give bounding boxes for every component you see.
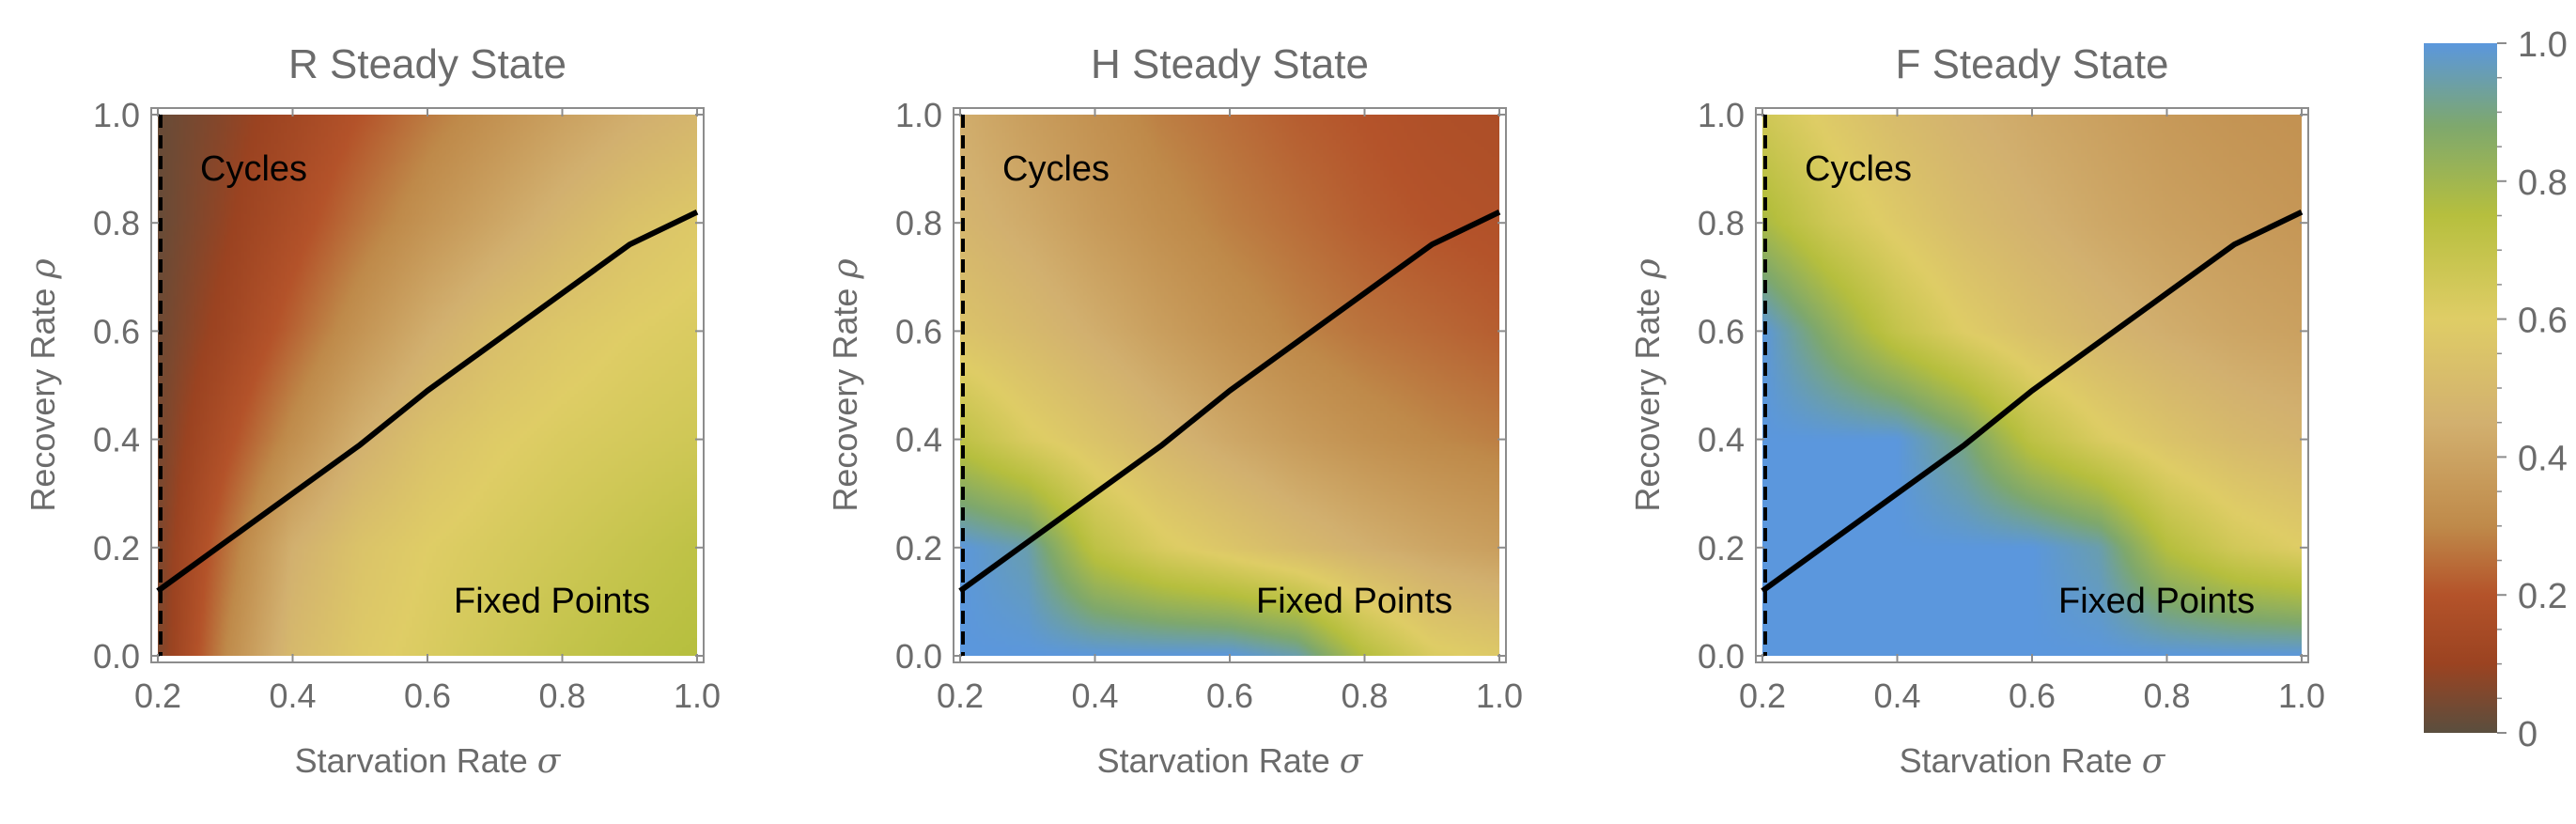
x-tick-label: 0.8 [1341,676,1388,715]
panel-title: H Steady State [1091,41,1369,87]
x-axis-symbol: σ [537,742,562,781]
x-tick-label: 0.2 [134,676,181,715]
y-tick-label: 0.0 [93,637,140,676]
y-axis-symbol: ρ [24,258,63,279]
y-tick-label: 0.8 [895,204,942,242]
cycles-label: Cycles [1002,149,1110,189]
y-axis-symbol: ρ [827,258,865,279]
y-tick-label: 0.6 [93,312,140,350]
y-tick-label: 1.0 [1698,96,1745,134]
fixed-points-label: Fixed Points [454,582,650,621]
x-axis-symbol: σ [1340,742,1364,781]
x-tick-label: 1.0 [1476,676,1523,715]
colorbar-tick-label: 0 [2518,715,2537,754]
panel-title: R Steady State [288,41,566,87]
x-axis-label: Starvation Rate σ [1097,741,1364,781]
cycles-label: Cycles [200,149,307,189]
panel-1: 0.2 0.4 0.6 0.8 1.00.00.20.40.60.81.0CyclesF… [23,41,721,781]
x-tick-label: 0.8 [2143,676,2190,715]
x-tick-label: 0.6 [2009,676,2056,715]
x-tick-label: 0.4 [1873,676,1920,715]
fixed-points-label: Fixed Points [2058,582,2255,621]
x-axis-label-text: Starvation Rate [1900,741,2142,780]
y-tick-label: 0.4 [93,421,140,459]
x-axis-label-text: Starvation Rate [295,741,537,780]
x-axis-label: Starvation Rate σ [295,741,562,781]
heatmap-image [1762,115,2302,656]
y-axis-label: Recovery Rate ρ [23,258,63,511]
y-tick-label: 0.6 [895,312,942,350]
colorbar-tick-label: 0.6 [2518,302,2568,341]
x-tick-label: 1.0 [674,676,721,715]
y-axis-label-text: Recovery Rate [826,279,864,512]
y-tick-label: 0.8 [1698,204,1745,242]
x-tick-label: 0.4 [269,676,316,715]
panels: 0.2 0.4 0.6 0.8 1.00.00.20.40.60.81.0CyclesF… [23,41,2325,781]
x-axis-symbol: σ [2142,742,2166,781]
boundary-curve [156,209,699,594]
y-axis-label: Recovery Rate ρ [826,258,865,511]
fixed-points-label: Fixed Points [1256,582,1452,621]
y-tick-label: 0.2 [895,529,942,567]
x-tick-label: 0.6 [1206,676,1253,715]
cycles-label: Cycles [1805,149,1912,189]
colorbar-tick-label: 0.8 [2518,163,2568,203]
x-tick-label: 0.2 [1739,676,1786,715]
x-tick-label: 0.2 [937,676,984,715]
boundary-curve [958,209,1501,594]
colorbar-tick-label: 1.0 [2518,25,2568,65]
y-tick-label: 0.2 [93,529,140,567]
heatmap-image [158,115,697,656]
y-tick-label: 0.4 [1698,421,1745,459]
y-tick-label: 1.0 [895,96,942,134]
y-tick-label: 1.0 [93,96,140,134]
panel-title: F Steady State [1895,41,2168,87]
y-tick-label: 0.8 [93,204,140,242]
x-tick-label: 0.4 [1071,676,1118,715]
colorbar: 1.0 0.8 0.6 0.4 0.2 0 [2424,25,2568,754]
y-axis-label-text: Recovery Rate [23,279,62,512]
y-tick-label: 0.2 [1698,529,1745,567]
x-axis-label-text: Starvation Rate [1097,741,1340,780]
y-axis-label-text: Recovery Rate [1628,279,1667,512]
y-tick-label: 0.4 [895,421,942,459]
y-tick-label: 0.6 [1698,312,1745,350]
colorbar-gradient [2424,43,2497,733]
y-tick-label: 0.0 [895,637,942,676]
y-axis-symbol: ρ [1629,258,1668,279]
colorbar-tick-label: 0.2 [2518,577,2568,616]
panel-3: 0.2 0.4 0.6 0.8 1.00.00.20.40.60.81.0CyclesF… [1628,41,2325,781]
x-tick-label: 0.6 [404,676,451,715]
y-tick-label: 0.0 [1698,637,1745,676]
heatmap-image [960,115,1499,656]
y-axis-label: Recovery Rate ρ [1628,258,1668,511]
panel-2: 0.2 0.4 0.6 0.8 1.00.00.20.40.60.81.0CyclesF… [826,41,1523,781]
x-tick-label: 1.0 [2278,676,2325,715]
x-axis-label: Starvation Rate σ [1900,741,2166,781]
x-tick-label: 0.8 [538,676,585,715]
colorbar-tick-label: 0.4 [2518,439,2568,478]
boundary-curve [1761,209,2304,594]
